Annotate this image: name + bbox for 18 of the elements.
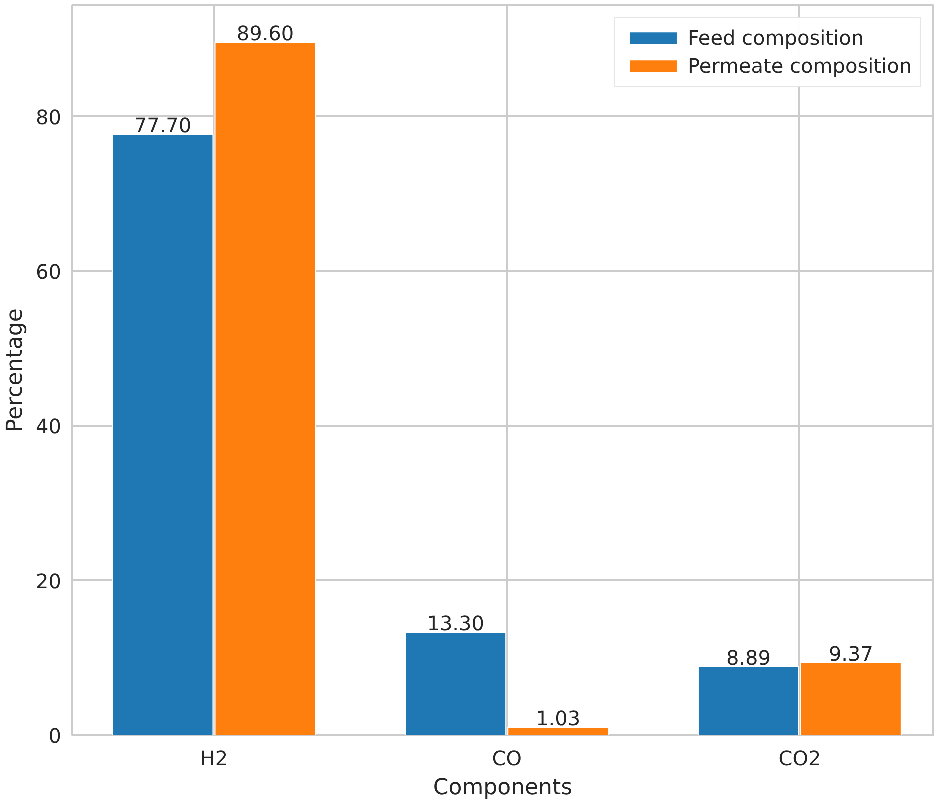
x-tick-label: H2: [200, 746, 228, 770]
x-tick-label: CO: [492, 746, 522, 770]
data-label: 77.70: [134, 114, 192, 138]
x-tick-label: CO2: [778, 746, 822, 770]
data-label: 9.37: [828, 642, 874, 666]
legend-label: Permeate composition: [688, 54, 912, 78]
y-axis-title: Percentage: [3, 308, 28, 432]
data-label: 13.30: [427, 612, 484, 636]
y-tick-label: 80: [36, 105, 62, 130]
y-tick-label: 40: [36, 414, 62, 439]
legend-label: Feed composition: [688, 26, 864, 50]
data-label: 8.89: [726, 646, 771, 670]
data-label: 89.60: [236, 22, 294, 46]
y-tick-label: 20: [36, 569, 62, 594]
y-tick-label: 0: [48, 724, 62, 748]
y-tick-label: 60: [36, 260, 62, 284]
x-axis-title: Components: [433, 776, 573, 800]
data-label: 1.03: [536, 706, 581, 731]
